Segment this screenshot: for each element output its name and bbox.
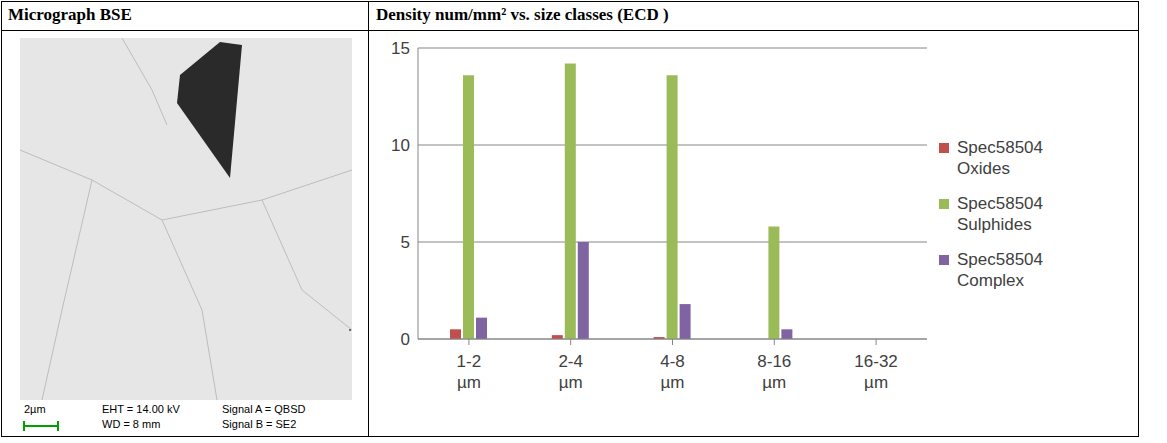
svg-text:Signal B = SE2: Signal B = SE2 (222, 418, 296, 430)
svg-text:Signal A = QBSD: Signal A = QBSD (222, 403, 306, 415)
svg-text:5: 5 (401, 233, 410, 252)
svg-text:4-8µm: 4-8µm (660, 352, 685, 392)
svg-text:WD = 8 mm: WD = 8 mm (102, 418, 160, 430)
html-text:Sulphides: Sulphides (957, 215, 1032, 234)
svg-text:8-16µm: 8-16µm (757, 352, 791, 392)
svg-text:2-4µm: 2-4µm (558, 352, 583, 392)
svg-text:1-2µm: 1-2µm (457, 352, 482, 392)
html-text:Spec58504: Spec58504 (957, 138, 1043, 157)
html-text:Density num/mm² vs. size class: Density num/mm² vs. size classes (ECD ) (376, 5, 669, 24)
svg-text:15: 15 (391, 39, 410, 58)
svg-text:2µm: 2µm (24, 403, 46, 415)
svg-text:16-32µm: 16-32µm (854, 352, 897, 392)
svg-text:EHT = 14.00 kV: EHT = 14.00 kV (102, 403, 180, 415)
html-text:Oxides: Oxides (957, 159, 1010, 178)
html-text:Complex: Complex (957, 271, 1025, 290)
html-text:Spec58504: Spec58504 (957, 194, 1043, 213)
html-text:Spec58504: Spec58504 (957, 250, 1043, 269)
svg-text:0: 0 (401, 330, 410, 349)
html-text:Micrograph BSE: Micrograph BSE (8, 5, 132, 24)
svg-text:10: 10 (391, 136, 410, 155)
